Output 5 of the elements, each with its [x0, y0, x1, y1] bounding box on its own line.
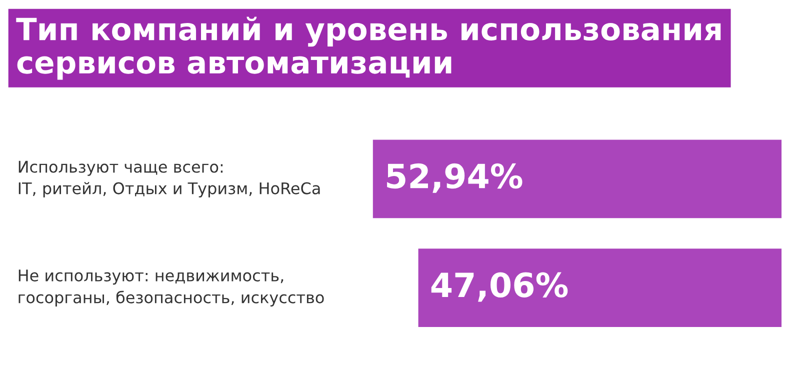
- data-label: 47,06%: [431, 272, 568, 302]
- y-tick-label: Не используют: недвижимость, госорганы, безопасность, искусство: [18, 270, 324, 306]
- y-tick-label: Используют чаще всего: IT, ритейл, Отдых и Туризм, HoReCa: [18, 160, 320, 198]
- data-label: 52,94%: [387, 163, 522, 193]
- chart-title: Тип компаний и уровень использования сервисов автоматизации: [16, 16, 721, 80]
